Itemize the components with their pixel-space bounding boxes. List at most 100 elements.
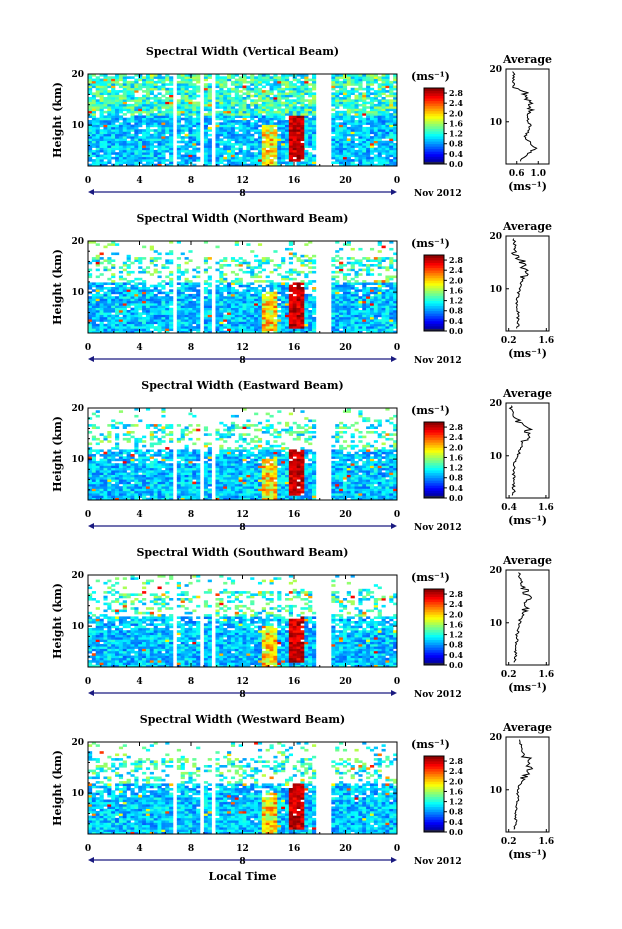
heatmap-cell — [339, 131, 344, 135]
heatmap-cell — [219, 270, 224, 274]
heatmap-cell — [111, 78, 116, 82]
heatmap-cell — [161, 296, 166, 299]
heatmap-cell — [157, 282, 162, 285]
heatmap-cell — [339, 147, 344, 151]
heatmap-cell — [385, 277, 390, 281]
heatmap-cell — [335, 145, 340, 148]
heatmap-cell — [115, 323, 120, 327]
heatmap-cell — [354, 298, 359, 302]
heatmap-cell — [192, 120, 197, 123]
heatmap-cell — [103, 296, 108, 299]
heatmap-cell — [176, 122, 181, 125]
heatmap-cell — [91, 490, 97, 494]
heatmap-cell — [207, 314, 212, 318]
heatmap-cell — [138, 314, 143, 318]
heatmap-cell — [308, 133, 313, 137]
heatmap-cell — [115, 138, 120, 141]
heatmap-cell — [373, 289, 378, 292]
heatmap-cell — [389, 113, 394, 116]
heatmap-cell — [176, 76, 181, 79]
heatmap-cell — [188, 259, 193, 262]
heatmap-cell — [95, 437, 100, 441]
heatmap-cell — [312, 133, 317, 137]
colorbar-segment — [424, 313, 444, 317]
heatmap-cell — [342, 147, 348, 151]
heatmap-cell — [134, 74, 139, 77]
heatmap-cell — [385, 326, 390, 329]
heatmap-cell — [184, 305, 189, 308]
heatmap-cell — [339, 247, 344, 251]
heatmap-cell — [184, 78, 189, 82]
day-axis-arrow-left — [88, 189, 94, 195]
heatmap-cell — [126, 437, 131, 441]
heatmap-cell — [277, 147, 282, 151]
heatmap-cell — [95, 138, 100, 141]
heatmap-cell — [188, 305, 193, 308]
heatmap-cell — [269, 143, 274, 146]
heatmap-cell — [284, 110, 290, 114]
heatmap-cell — [257, 129, 263, 132]
heatmap-cell — [246, 122, 251, 125]
heatmap-cell — [169, 282, 174, 285]
heatmap-cell — [296, 303, 301, 306]
heatmap-cell — [257, 291, 263, 295]
heatmap-cell — [203, 124, 209, 128]
heatmap-cell — [304, 296, 309, 299]
heatmap-cell — [107, 115, 112, 118]
heatmap-cell — [103, 307, 108, 311]
heatmap-cell — [91, 300, 97, 304]
heatmap-cell — [308, 126, 313, 130]
heatmap-cell — [157, 252, 162, 256]
heatmap-cell — [157, 140, 162, 144]
heatmap-cell — [254, 124, 259, 128]
heatmap-cell — [88, 110, 93, 114]
heatmap-cell — [350, 108, 355, 112]
heatmap-cell — [157, 300, 162, 304]
heatmap-cell — [145, 124, 151, 128]
heatmap-cell — [95, 90, 100, 93]
heatmap-cell — [142, 287, 147, 290]
heatmap-cell — [373, 296, 378, 299]
heatmap-cell — [149, 115, 154, 118]
heatmap-cell — [107, 103, 112, 107]
heatmap-cell — [230, 310, 236, 313]
heatmap-cell — [207, 103, 212, 107]
heatmap-cell — [242, 305, 247, 308]
heatmap-cell — [254, 108, 259, 112]
heatmap-cell — [277, 124, 282, 128]
heatmap-cell — [161, 149, 166, 153]
heatmap-cell — [377, 101, 382, 105]
heatmap-cell — [122, 472, 127, 475]
heatmap-cell — [335, 103, 340, 107]
heatmap-cell — [115, 314, 120, 318]
heatmap-cell — [115, 92, 120, 95]
heatmap-cell — [346, 117, 351, 121]
heatmap-cell — [215, 319, 220, 322]
heatmap-cell — [381, 78, 386, 82]
heatmap-cell — [257, 289, 263, 292]
heatmap-cell — [292, 115, 297, 118]
heatmap-cell — [161, 280, 166, 283]
heatmap-cell — [393, 124, 398, 128]
heatmap-cell — [157, 74, 162, 77]
heatmap-cell — [207, 92, 212, 95]
heatmap-cell — [342, 97, 348, 100]
heatmap-cell — [196, 108, 201, 112]
heatmap-cell — [393, 316, 398, 320]
heatmap-cell — [238, 319, 243, 322]
heatmap-cell — [261, 312, 266, 315]
heatmap-cell — [257, 312, 263, 315]
heatmap-cell — [142, 321, 147, 325]
heatmap-cell — [227, 298, 232, 302]
heatmap-cell — [250, 250, 255, 253]
heatmap-cell — [230, 83, 236, 86]
heatmap-cell — [373, 280, 378, 283]
heatmap-cell — [331, 287, 336, 290]
heatmap-cell — [184, 136, 189, 139]
heatmap-cell — [288, 126, 294, 130]
heatmap-cell — [362, 282, 367, 285]
heatmap-cell — [346, 268, 351, 272]
heatmap-cell — [308, 106, 313, 109]
heatmap-cell — [346, 106, 351, 109]
heatmap-cell — [238, 268, 243, 272]
